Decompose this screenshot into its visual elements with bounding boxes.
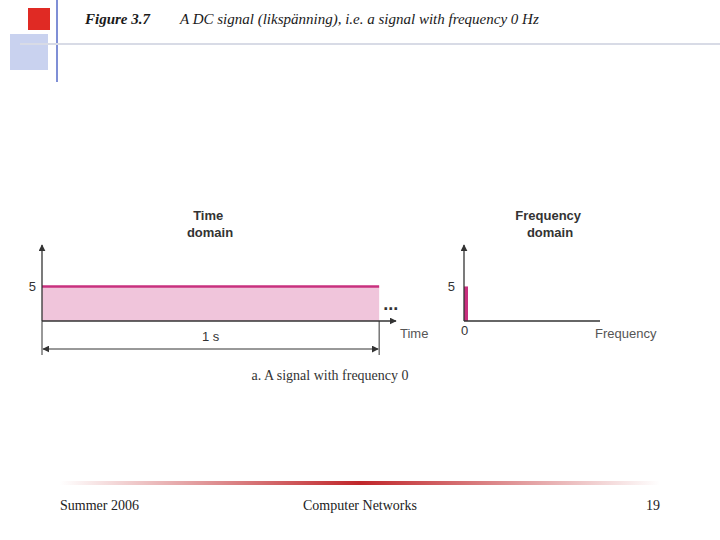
footer-rule [60,481,660,485]
chart-title-line: domain [187,225,233,240]
x-axis-line [464,320,600,321]
slide: Figure 3.7 A DC signal (likspänning), i.e… [0,0,720,540]
x-tick-label: 0 [461,323,468,338]
deco-line [56,0,58,82]
dimension-line [43,349,378,350]
decoration [10,0,720,485]
chart-title: Time domain [187,208,233,240]
caption: a. A signal with frequency 0 [251,368,408,383]
deco-square [10,34,48,70]
x-axis-line [42,320,396,321]
y-axis-line [41,245,42,321]
y-tick: 5 [448,279,464,294]
continuation: ... [383,294,398,314]
y-axis-line [463,245,464,321]
x-axis-label: Frequency [595,326,657,341]
span-label: 1 s [202,329,220,344]
slide-title: A DC signal (likspänning), i.e. a signal… [179,11,539,28]
footer-text: 19 [646,498,660,513]
x-axis-label: Time [400,326,428,341]
x-axis: 0 [461,321,600,338]
deco-line [20,43,720,45]
plot-area [42,286,379,321]
y-axis: 5 [29,245,42,321]
dimension-tick [42,321,43,355]
chart-title: Frequency domain [515,208,584,240]
figure-number: Figure 3.7 [84,11,151,27]
y-axis: 5 [448,245,464,321]
x-tick: 0 [461,321,468,338]
chart: Frequency domain 5 0 Frequency [448,208,657,341]
chart-title-line: domain [527,225,573,240]
chart: Time domain 5 Time... 1 s [29,208,429,355]
signal-line [42,285,379,288]
chart-title-line: Time [193,208,227,223]
area-fill [42,286,379,321]
footer-text: Summer 2006 [60,498,139,513]
y-tick-label: 5 [29,279,36,294]
deco-square [28,8,50,30]
chart-title-line: Frequency [515,208,584,223]
y-tick-label: 5 [448,279,455,294]
y-tick: 5 [29,279,42,294]
x-axis [42,321,396,322]
footer-text: Computer Networks [303,498,417,513]
dimension-tick [379,321,380,355]
